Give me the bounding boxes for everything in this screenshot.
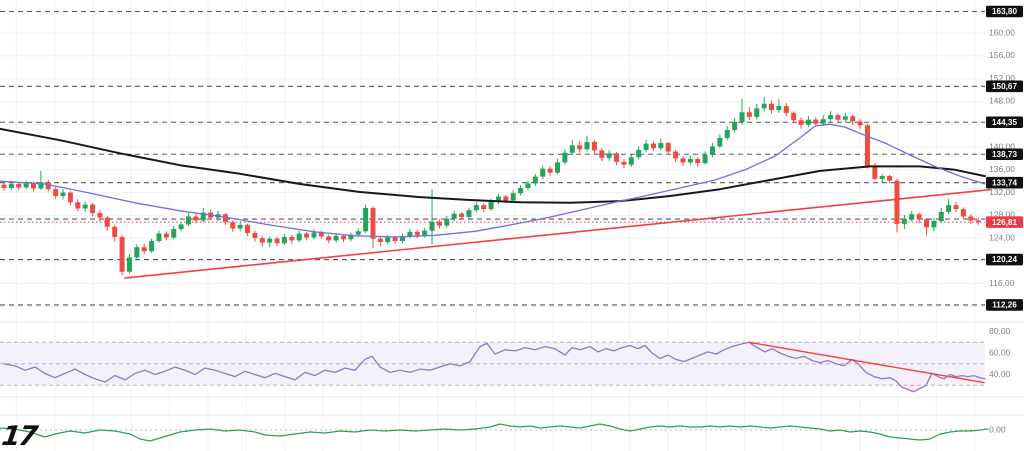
svg-text:136,00: 136,00 xyxy=(989,164,1015,174)
right-price-axis: 160,00 156,00 152,00 148,00 140,00 136,00 132,… xyxy=(986,5,1023,434)
candlestick-series xyxy=(1,96,981,276)
svg-text:124,00: 124,00 xyxy=(989,232,1015,242)
svg-text:120,24: 120,24 xyxy=(992,255,1017,264)
watermark-logo: 17 xyxy=(0,421,38,451)
ema-short-line xyxy=(0,123,986,238)
svg-text:132,00: 132,00 xyxy=(989,187,1015,197)
key-level-lines xyxy=(0,10,985,306)
svg-text:163,80: 163,80 xyxy=(992,7,1017,16)
svg-text:80,00: 80,00 xyxy=(989,326,1011,336)
svg-text:116,00: 116,00 xyxy=(989,278,1015,288)
momentum-line xyxy=(0,423,989,442)
svg-text:133,74: 133,74 xyxy=(992,178,1017,187)
svg-text:60,00: 60,00 xyxy=(989,347,1011,357)
svg-text:152,00: 152,00 xyxy=(989,73,1015,83)
svg-text:128,00: 128,00 xyxy=(989,210,1015,220)
rsi-descending-trendline xyxy=(748,341,985,384)
rsi-line xyxy=(3,341,986,393)
svg-text:126,81: 126,81 xyxy=(992,218,1017,227)
ascending-trendline xyxy=(124,188,991,279)
svg-text:0,00: 0,00 xyxy=(989,424,1006,434)
svg-text:156,00: 156,00 xyxy=(989,50,1015,60)
price-gridlines xyxy=(0,32,985,307)
sma-long-line xyxy=(0,127,986,204)
svg-text:160,00: 160,00 xyxy=(989,27,1015,37)
svg-text:150,67: 150,67 xyxy=(992,82,1017,91)
panel-separators xyxy=(0,321,1024,416)
svg-text:144,35: 144,35 xyxy=(992,118,1017,127)
svg-text:140,00: 140,00 xyxy=(989,141,1015,151)
svg-text:40,00: 40,00 xyxy=(989,369,1011,379)
svg-text:138,73: 138,73 xyxy=(992,150,1017,159)
svg-text:112,26: 112,26 xyxy=(992,301,1017,310)
svg-text:148,00: 148,00 xyxy=(989,96,1015,106)
rsi-band xyxy=(0,341,985,386)
